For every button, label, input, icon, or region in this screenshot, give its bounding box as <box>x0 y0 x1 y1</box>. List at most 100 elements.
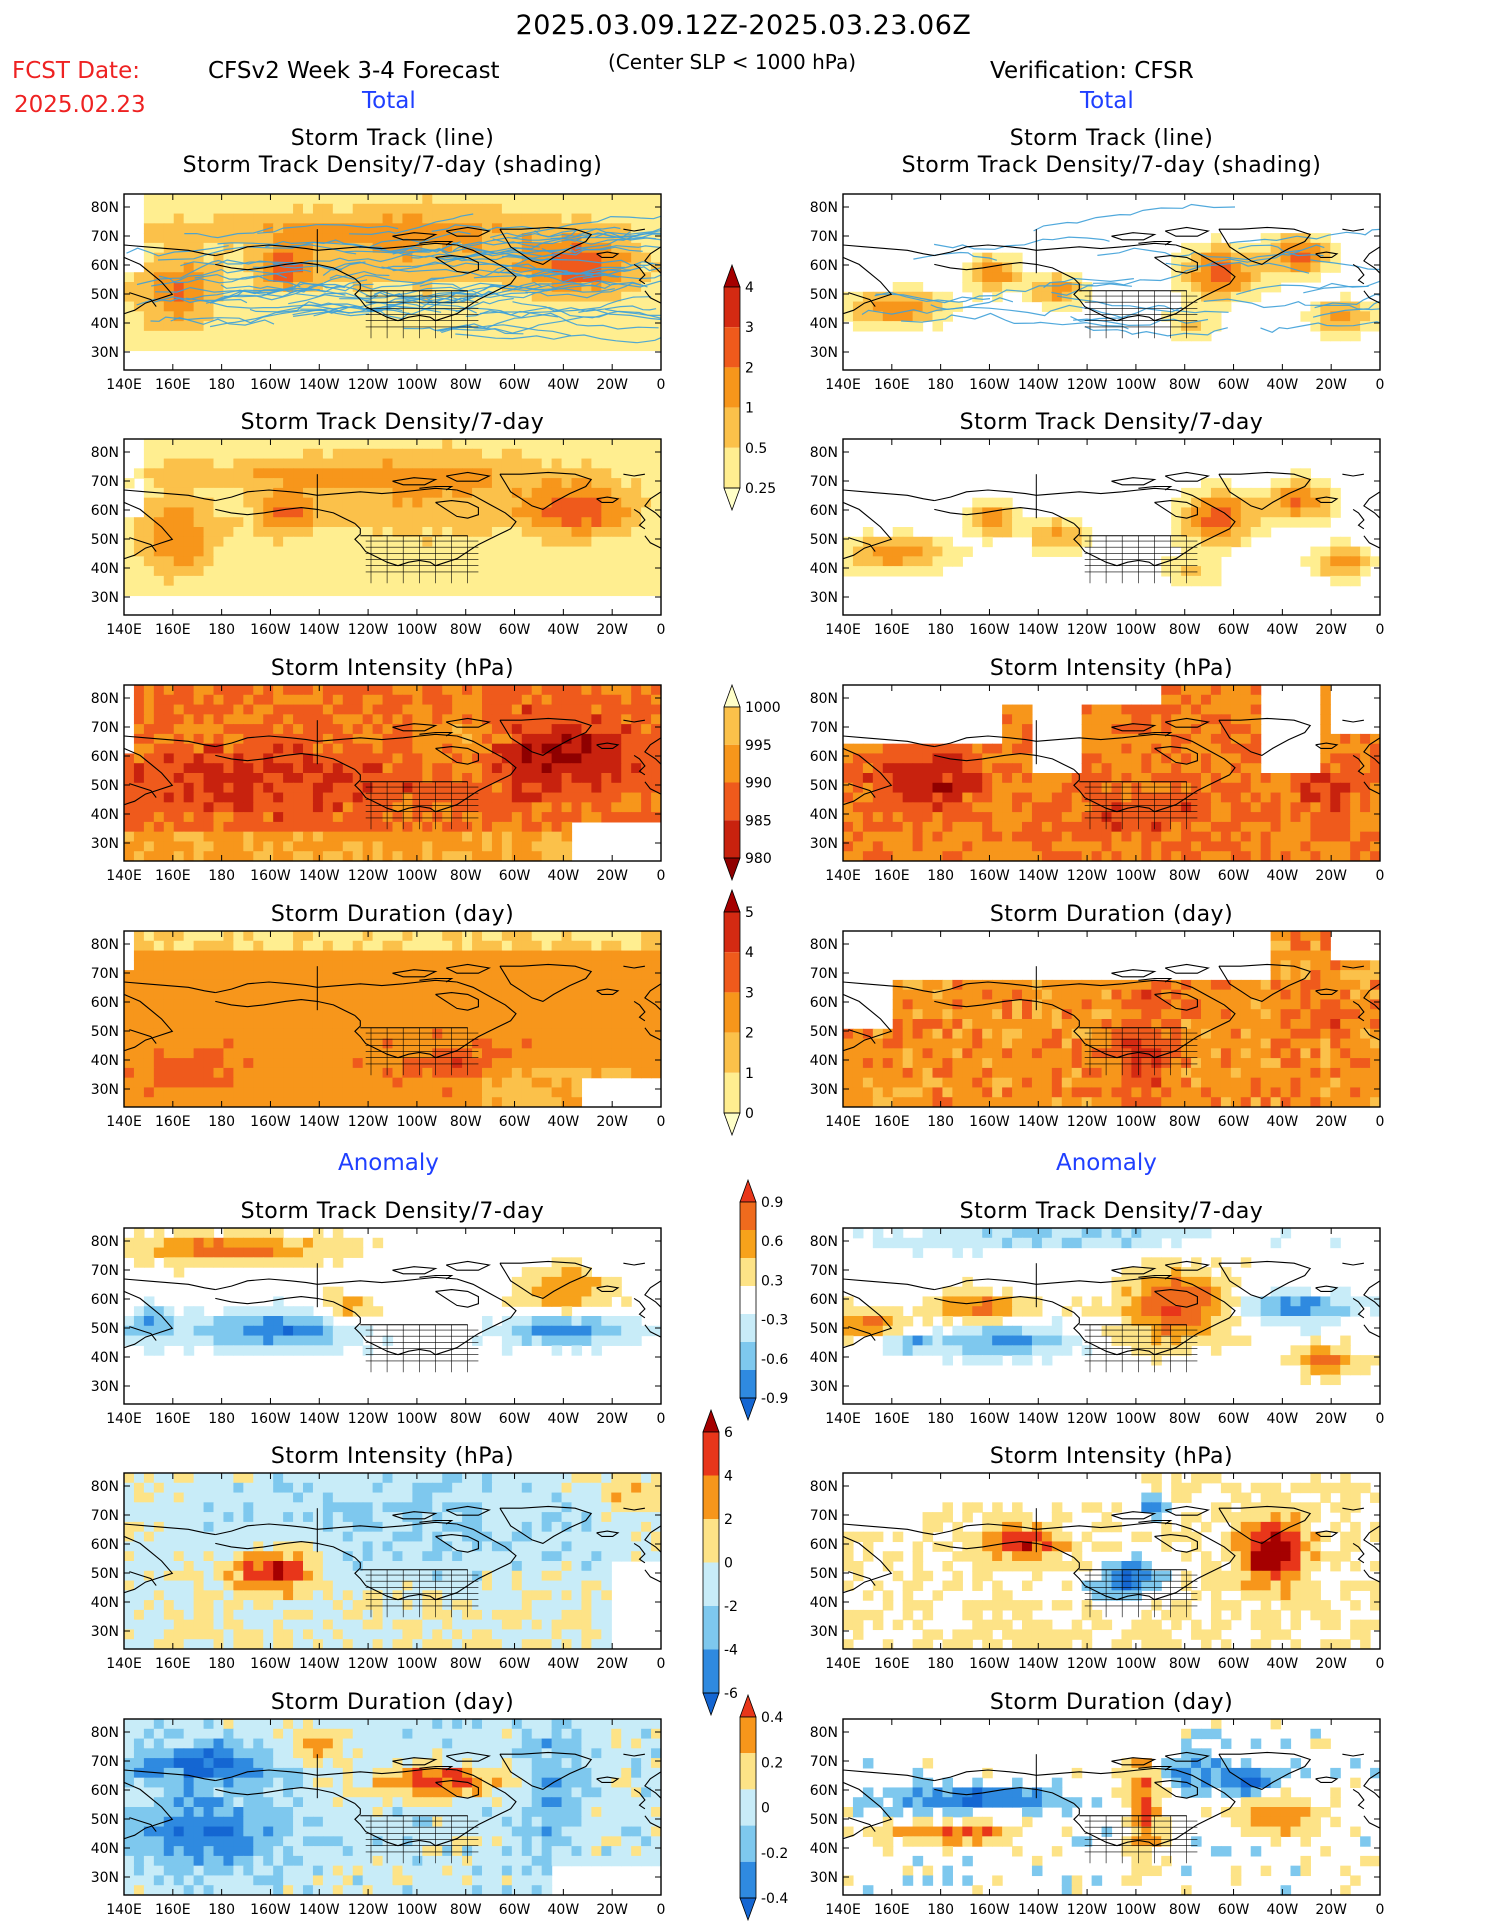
lon-tick-label: 180 <box>927 1114 954 1130</box>
lon-tick-label: 60W <box>1218 1902 1250 1918</box>
lat-tick-label: 30N <box>810 1082 838 1098</box>
lon-tick-label: 80W <box>1169 868 1201 884</box>
lon-tick-label: 140E <box>825 377 861 393</box>
lat-tick-label: 70N <box>810 966 838 982</box>
lon-tick-label: 80W <box>450 377 482 393</box>
lat-tick-label: 40N <box>810 807 838 823</box>
lon-tick-label: 40W <box>1267 868 1299 884</box>
map-panel-fcst-duration: 140E 160E 180 160W 140W 120W 100W 80W 60W 40W 20W 0… <box>91 902 666 1130</box>
lon-tick-label: 80W <box>450 1114 482 1130</box>
lon-tick-label: 100W <box>1116 1411 1157 1427</box>
colorbar-label: 4 <box>745 280 754 296</box>
lat-tick-label: 70N <box>810 720 838 736</box>
lon-tick-label: 100W <box>1116 1114 1157 1130</box>
lon-tick-label: 160W <box>969 1411 1010 1427</box>
lon-tick-label: 0 <box>1376 1656 1385 1672</box>
lon-tick-label: 180 <box>208 1902 235 1918</box>
anomaly-label-right: Anomaly <box>1056 1150 1157 1176</box>
colorbar-label: 0.6 <box>761 1234 783 1250</box>
colorbar-label: 4 <box>724 1469 733 1485</box>
lat-tick-label: 60N <box>810 749 838 765</box>
lon-tick-label: 160W <box>250 1656 291 1672</box>
colorbar-label: -0.9 <box>761 1391 788 1407</box>
colorbar-label: 995 <box>745 738 772 754</box>
lon-tick-label: 20W <box>1315 868 1347 884</box>
fcst-date-value: 2025.02.23 <box>14 92 146 118</box>
lat-tick-label: 80N <box>810 200 838 216</box>
lat-tick-label: 40N <box>810 1595 838 1611</box>
colorbar-label: 0.4 <box>761 1710 783 1726</box>
colorbar-label: 2 <box>745 360 754 376</box>
colorbar-label: 0.25 <box>745 481 776 497</box>
lat-tick-label: 60N <box>810 258 838 274</box>
lon-tick-label: 40W <box>1267 622 1299 638</box>
colorbar-label: 0 <box>724 1556 733 1572</box>
lat-tick-label: 80N <box>91 1234 119 1250</box>
colorbar-label: -6 <box>724 1686 738 1702</box>
lon-tick-label: 20W <box>596 622 628 638</box>
lon-tick-label: 0 <box>657 868 666 884</box>
lon-tick-label: 120W <box>348 377 389 393</box>
lon-tick-label: 100W <box>397 1656 438 1672</box>
lat-tick-label: 70N <box>810 1263 838 1279</box>
lon-tick-label: 160W <box>250 1411 291 1427</box>
lon-tick-label: 160E <box>155 1114 191 1130</box>
colorbar-label: 0.9 <box>761 1195 783 1211</box>
lon-tick-label: 180 <box>208 1114 235 1130</box>
lon-tick-label: 80W <box>1169 1411 1201 1427</box>
panel-title: Storm Intensity (hPa) <box>271 1444 514 1469</box>
colorbar-label: 5 <box>745 905 754 921</box>
panel-title: Storm Intensity (hPa) <box>271 656 514 681</box>
lat-tick-label: 50N <box>91 1566 119 1582</box>
lon-tick-label: 60W <box>499 622 531 638</box>
map-frame <box>123 1227 662 1405</box>
lat-tick-label: 60N <box>91 258 119 274</box>
colorbar-label: -4 <box>724 1643 738 1659</box>
lon-tick-label: 180 <box>208 1411 235 1427</box>
lon-tick-label: 0 <box>1376 377 1385 393</box>
colorbar-label: 3 <box>745 320 754 336</box>
lon-tick-label: 20W <box>596 377 628 393</box>
lat-tick-label: 30N <box>810 1870 838 1886</box>
lat-tick-label: 50N <box>91 1024 119 1040</box>
map-frame <box>123 930 662 1108</box>
lon-tick-label: 120W <box>348 1411 389 1427</box>
panel-title: Storm Track Density/7-day <box>241 410 545 435</box>
map-frame <box>842 1227 1381 1405</box>
lon-tick-label: 0 <box>1376 1902 1385 1918</box>
lon-tick-label: 40W <box>1267 1114 1299 1130</box>
lat-tick-label: 50N <box>91 287 119 303</box>
lon-tick-label: 80W <box>450 1902 482 1918</box>
lon-tick-label: 20W <box>596 1902 628 1918</box>
lon-tick-label: 60W <box>499 1411 531 1427</box>
lon-tick-label: 0 <box>1376 1411 1385 1427</box>
colorbar-label: 990 <box>745 776 772 792</box>
lon-tick-label: 20W <box>596 868 628 884</box>
colorbar-label: 0.3 <box>761 1273 783 1289</box>
lat-tick-label: 70N <box>810 1754 838 1770</box>
lon-tick-label: 120W <box>1067 1114 1108 1130</box>
lon-tick-label: 140E <box>106 1411 142 1427</box>
lat-tick-label: 40N <box>91 1595 119 1611</box>
map-frame <box>842 438 1381 616</box>
map-panel-fcst-density-anom: 140E 160E 180 160W 140W 120W 100W 80W 60W 40W 20W 0… <box>91 1199 666 1427</box>
lon-tick-label: 20W <box>1315 1411 1347 1427</box>
lat-tick-label: 70N <box>91 1508 119 1524</box>
lon-tick-label: 160W <box>250 1114 291 1130</box>
lon-tick-label: 160E <box>874 1902 910 1918</box>
lon-tick-label: 100W <box>397 1114 438 1130</box>
lon-tick-label: 100W <box>1116 1902 1157 1918</box>
lat-tick-label: 70N <box>91 229 119 245</box>
colorbar-label: 1 <box>745 1066 754 1082</box>
lon-tick-label: 40W <box>548 1656 580 1672</box>
map-frame <box>123 1718 662 1896</box>
lon-tick-label: 0 <box>657 1656 666 1672</box>
lat-tick-label: 80N <box>91 1479 119 1495</box>
panel-subtitle: Storm Track Density/7-day (shading) <box>902 153 1322 178</box>
lon-tick-label: 120W <box>1067 1656 1108 1672</box>
lat-tick-label: 30N <box>91 1379 119 1395</box>
map-panel-obs-duration: 140E 160E 180 160W 140W 120W 100W 80W 60W 40W 20W 0… <box>810 902 1385 1130</box>
lat-tick-label: 60N <box>810 1783 838 1799</box>
lat-tick-label: 40N <box>91 807 119 823</box>
